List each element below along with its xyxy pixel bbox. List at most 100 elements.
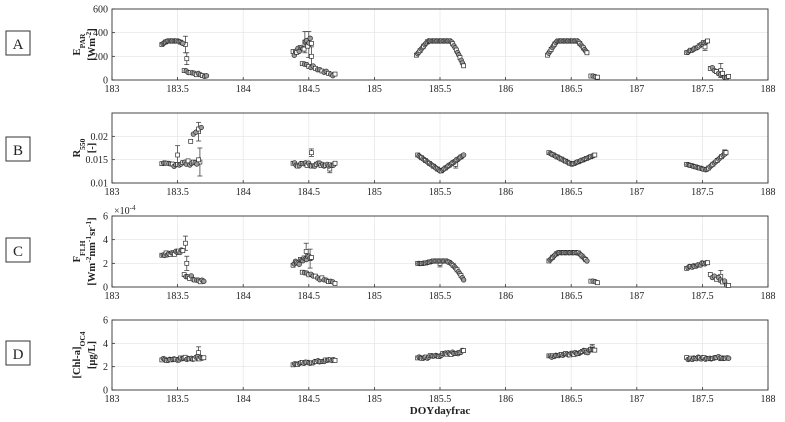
ylabel-main: E [72, 48, 83, 55]
panel-b-ytick-label-2: 0.02 [91, 132, 109, 143]
panel-c-point-15 [180, 248, 186, 254]
ylabel-subscript: PAR [78, 33, 87, 48]
panel-a-xtick-label-8: 187 [629, 84, 644, 95]
panel-c-point-127 [584, 258, 590, 264]
panel-b-xtick-label-2: 184 [236, 187, 251, 198]
panel-c-point-147 [705, 260, 710, 266]
panel-a-xtick-label-7: 186.5 [560, 84, 583, 95]
panel-d-ylabel-line1: [Chl-a]OC4 [72, 331, 87, 378]
panel-c-point-59 [332, 281, 338, 286]
panel-d-errorbar-point-0 [196, 350, 201, 356]
panel-b-xtick-label-0: 183 [105, 187, 120, 198]
ylabel-ylabel-sup2: -2 [84, 256, 93, 262]
ylabel-subscript: FLH [78, 240, 87, 256]
panel-d-ytick-label-3: 6 [103, 316, 108, 327]
panel-b-ylabel-line2: [-] [87, 143, 98, 154]
panel-b-errorbar-point-3 [309, 150, 314, 156]
panel-a-xtick-label-4: 185 [367, 84, 382, 95]
panel-a-point-45 [309, 40, 314, 46]
panel-b-point-15 [185, 158, 191, 164]
panel-b-letter: B [13, 143, 23, 159]
panel-b-ytick-label-1: 0.015 [86, 155, 109, 166]
panel-c-xtick-label-7: 186.5 [560, 291, 583, 302]
panel-b-point-21 [196, 157, 201, 163]
panel-a-xtick-label-5: 185.5 [429, 84, 452, 95]
panel-c-point-27 [201, 278, 207, 284]
panel-d-letter: D [13, 347, 24, 363]
panel-d-point-55 [332, 358, 338, 363]
panel-d-xtick-label-10: 188 [761, 394, 776, 405]
panel-b-xtick-label-3: 184.5 [298, 187, 321, 198]
panel-d-xtick-label-0: 183 [105, 394, 120, 405]
ylabel-ylabel-extra2: sr [87, 227, 98, 236]
ylabel-ylabel-extra: -1 [84, 236, 93, 242]
panel-b-xtick-label-6: 186 [498, 187, 513, 198]
panel-d-xtick-label-5: 185.5 [429, 394, 452, 405]
panel-a-point-17 [180, 40, 186, 46]
panel-c-ytick-label-0: 0 [103, 283, 108, 294]
panel-c-xtick-label-1: 183.5 [166, 291, 189, 302]
panel-a-letter: A [13, 37, 24, 53]
panel-a-xtick-label-6: 186 [498, 84, 513, 95]
panel-a-point-61 [332, 71, 338, 77]
panel-c-ytick-label-2: 4 [103, 235, 108, 246]
ylabel-ylabel-line2: [Wm [87, 38, 98, 61]
panel-b-errorbar-point-0 [175, 152, 180, 158]
panel-a-point-101 [461, 63, 466, 69]
ylabel-ylabel-tail: ] [87, 217, 98, 221]
panel-d-point-123 [592, 347, 598, 353]
panel-a-point-162 [720, 70, 725, 76]
panel-c-letter: C [13, 244, 23, 260]
panel-b-letter-box [5, 136, 31, 162]
panel-c-letter-box [5, 237, 31, 263]
panel-b-point-124 [592, 152, 598, 158]
multiplier-base: ×10 [114, 206, 130, 217]
panel-d-xtick-label-7: 186.5 [560, 394, 583, 405]
panel-b-ylabel-line1: R550 [72, 138, 87, 157]
panel-a-errorbar-point-1 [184, 56, 190, 62]
panel-a-letter-box [5, 30, 31, 56]
panel-d-ytick-label-0: 0 [103, 386, 108, 397]
panel-b-point-54 [332, 160, 338, 166]
ylabel-ylabel-line2: [-] [87, 143, 98, 154]
panel-a-point-44 [307, 35, 313, 41]
panel-c-xtick-label-6: 186 [498, 291, 513, 302]
panel-c-point-43 [309, 255, 314, 260]
panel-c-xtick-label-8: 187 [629, 291, 644, 302]
panel-a-xtick-label-10: 188 [761, 84, 776, 95]
panel-c-xtick-label-2: 184 [236, 291, 251, 302]
x-axis-label: DOYdayfrac [410, 405, 471, 417]
panel-a-ytick-label-0: 0 [103, 76, 108, 87]
panel-d-xtick-label-8: 187 [629, 394, 644, 405]
panel-a-point-29 [203, 73, 210, 79]
panel-c-xtick-label-5: 185.5 [429, 291, 452, 302]
panel-b-xtick-label-1: 183.5 [166, 187, 189, 198]
panel-b-point-152 [723, 150, 729, 156]
panel-a-xtick-label-2: 184 [236, 84, 251, 95]
panel-b-ytick-label-0: 0.01 [91, 179, 109, 190]
panel-a-point-165 [726, 74, 731, 79]
panel-a-xtick-label-0: 183 [105, 84, 120, 95]
panel-c-errorbar-point-2 [303, 249, 309, 254]
panel-c-xtick-label-3: 184.5 [298, 291, 321, 302]
panel-c-point-131 [595, 280, 600, 286]
panel-a-xtick-label-9: 187.5 [691, 84, 714, 95]
panel-c-point-33 [296, 261, 302, 267]
panel-c-ytick-label-3: 6 [103, 212, 108, 223]
panel-d-xtick-label-1: 183.5 [166, 394, 189, 405]
panel-c-xtick-label-0: 183 [105, 291, 120, 302]
panel-b-xtick-label-7: 186.5 [560, 187, 583, 198]
panel-d-ytick-label-2: 4 [103, 339, 108, 350]
panel-a-point-139 [595, 74, 600, 80]
multiplier-exponent: -4 [130, 204, 136, 212]
ylabel-subscript: OC4 [78, 331, 87, 346]
panel-a-point-155 [705, 38, 710, 44]
panel-a-errorbar-point-4 [309, 53, 314, 59]
panel-d-letter-box [5, 340, 31, 366]
panel-b-xtick-label-9: 187.5 [691, 187, 714, 198]
panel-c-point-155 [721, 278, 728, 284]
panel-a-ylabel-line2: [Wm-2] [84, 28, 99, 61]
panel-d-ytick-label-1: 2 [103, 362, 108, 373]
panel-b-xtick-label-10: 188 [761, 187, 776, 198]
